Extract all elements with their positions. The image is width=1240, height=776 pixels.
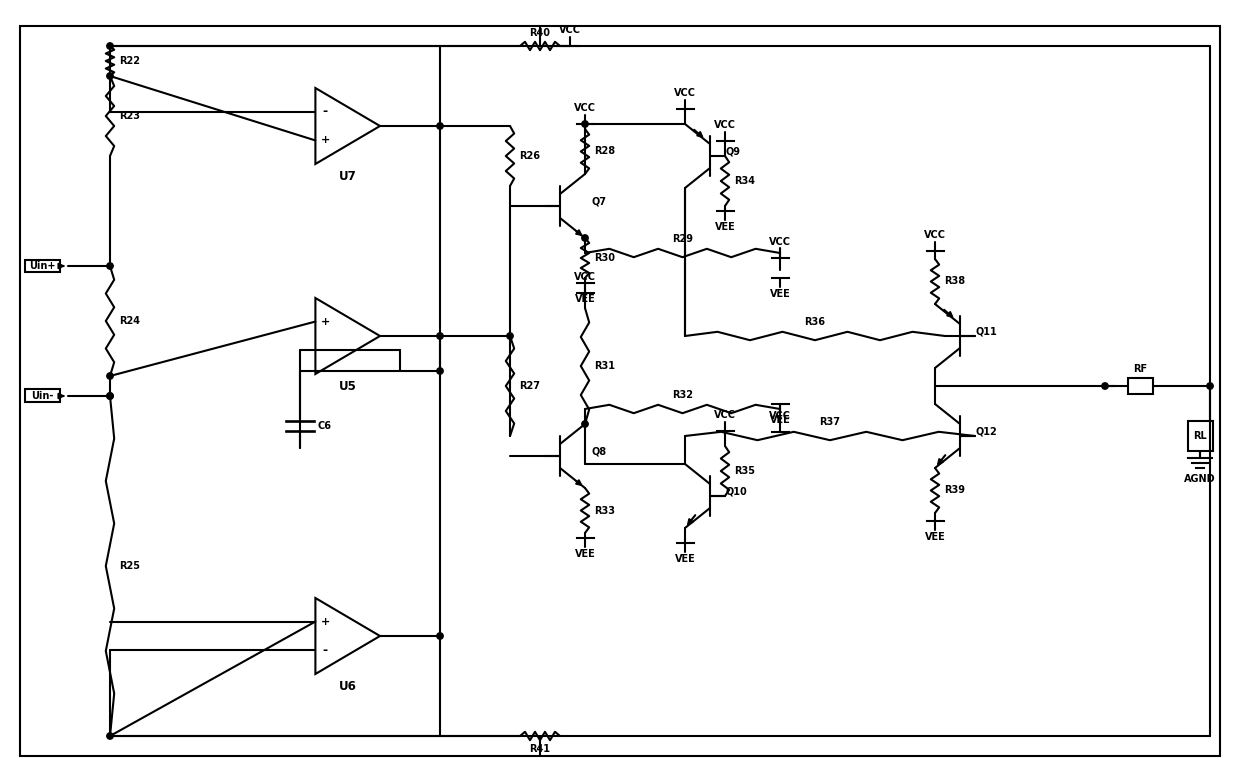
Circle shape bbox=[1102, 383, 1109, 390]
Text: R40: R40 bbox=[529, 27, 551, 37]
Text: VEE: VEE bbox=[574, 549, 595, 559]
Text: VEE: VEE bbox=[925, 532, 945, 542]
Circle shape bbox=[1207, 383, 1213, 390]
Text: VEE: VEE bbox=[675, 554, 696, 564]
Text: Q11: Q11 bbox=[975, 327, 997, 337]
Text: R32: R32 bbox=[672, 390, 693, 400]
Text: VEE: VEE bbox=[714, 222, 735, 232]
Text: R34: R34 bbox=[734, 176, 755, 186]
Text: R29: R29 bbox=[672, 234, 693, 244]
Circle shape bbox=[107, 73, 113, 79]
Text: VEE: VEE bbox=[770, 289, 790, 299]
Text: R39: R39 bbox=[944, 486, 965, 496]
Text: R26: R26 bbox=[520, 151, 539, 161]
Text: -: - bbox=[322, 105, 327, 118]
Text: VCC: VCC bbox=[924, 230, 946, 240]
Text: Q9: Q9 bbox=[725, 147, 740, 157]
Text: VEE: VEE bbox=[574, 294, 595, 304]
Text: U7: U7 bbox=[339, 170, 357, 183]
Text: VCC: VCC bbox=[714, 410, 737, 420]
Text: Q12: Q12 bbox=[975, 427, 997, 437]
Circle shape bbox=[107, 372, 113, 379]
Circle shape bbox=[107, 733, 113, 740]
Text: R22: R22 bbox=[119, 56, 140, 66]
Text: +: + bbox=[321, 317, 330, 327]
Text: R23: R23 bbox=[119, 111, 140, 121]
Text: R30: R30 bbox=[594, 253, 615, 263]
Circle shape bbox=[582, 121, 588, 127]
Text: Uin-: Uin- bbox=[31, 391, 53, 401]
Text: RF: RF bbox=[1133, 364, 1147, 374]
Text: R28: R28 bbox=[594, 147, 615, 157]
Text: R38: R38 bbox=[944, 276, 965, 286]
Text: VCC: VCC bbox=[574, 103, 596, 113]
Circle shape bbox=[507, 333, 513, 339]
Circle shape bbox=[107, 43, 113, 49]
Circle shape bbox=[107, 393, 113, 399]
Text: VCC: VCC bbox=[769, 237, 791, 247]
Text: R31: R31 bbox=[594, 361, 615, 371]
Text: VCC: VCC bbox=[675, 88, 696, 98]
Text: -: - bbox=[322, 344, 327, 357]
Text: Uin+: Uin+ bbox=[30, 261, 56, 271]
Text: Q10: Q10 bbox=[725, 487, 746, 497]
Circle shape bbox=[436, 368, 443, 374]
Text: VEE: VEE bbox=[770, 415, 790, 425]
Text: R37: R37 bbox=[820, 417, 841, 428]
Text: RL: RL bbox=[1193, 431, 1207, 441]
Circle shape bbox=[436, 632, 443, 639]
Text: -: - bbox=[322, 644, 327, 657]
Text: Q8: Q8 bbox=[591, 447, 608, 457]
Text: R24: R24 bbox=[119, 316, 140, 326]
Text: R33: R33 bbox=[594, 505, 615, 515]
Circle shape bbox=[436, 333, 443, 339]
Text: R27: R27 bbox=[520, 381, 539, 391]
Text: VCC: VCC bbox=[769, 411, 791, 421]
Circle shape bbox=[107, 393, 113, 399]
Text: +: + bbox=[321, 617, 330, 626]
Circle shape bbox=[582, 235, 588, 241]
Circle shape bbox=[107, 263, 113, 269]
Text: R41: R41 bbox=[529, 744, 551, 754]
Text: C6: C6 bbox=[317, 421, 332, 431]
Text: R36: R36 bbox=[805, 317, 826, 327]
Text: VCC: VCC bbox=[714, 120, 737, 130]
Circle shape bbox=[436, 123, 443, 129]
Text: U6: U6 bbox=[339, 680, 357, 693]
Circle shape bbox=[582, 421, 588, 428]
Text: VCC: VCC bbox=[574, 272, 596, 282]
Text: R25: R25 bbox=[119, 561, 140, 571]
Text: VCC: VCC bbox=[559, 25, 582, 35]
Text: Q7: Q7 bbox=[591, 197, 608, 207]
Text: AGND: AGND bbox=[1184, 474, 1215, 484]
Text: U5: U5 bbox=[339, 380, 357, 393]
Text: +: + bbox=[321, 136, 330, 145]
Text: R35: R35 bbox=[734, 466, 755, 476]
